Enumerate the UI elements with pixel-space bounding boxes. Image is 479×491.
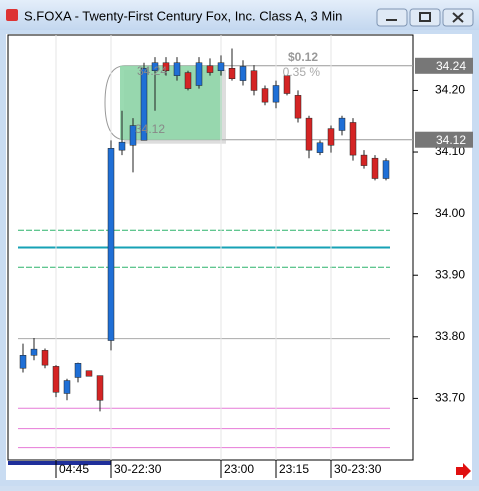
- y-tick-label: 33.80: [435, 329, 465, 343]
- scrollbar[interactable]: [8, 461, 111, 465]
- candle-body: [19, 355, 27, 369]
- maximize-button[interactable]: [409, 8, 441, 27]
- price-tag-label: 34.12: [436, 133, 466, 147]
- candle-body: [85, 370, 93, 377]
- candle-body: [217, 62, 225, 71]
- candle-body: [173, 62, 181, 76]
- candle-body: [305, 117, 313, 151]
- candle-body: [140, 68, 148, 141]
- y-tick-label: 33.70: [435, 391, 465, 405]
- maximize-icon: [419, 12, 431, 22]
- candle-body: [338, 117, 346, 131]
- measure-percent: 0.35 %: [283, 65, 321, 79]
- price-tag: [415, 131, 473, 148]
- candle-body: [195, 62, 203, 86]
- candle-body: [349, 122, 357, 156]
- price-tag-label: 34.24: [436, 59, 466, 73]
- measure-change: $0.12: [288, 50, 318, 64]
- candle-body: [206, 65, 214, 73]
- y-tick-label: 33.90: [435, 267, 465, 281]
- window-title: S.FOXA - Twenty-First Century Fox, Inc. …: [24, 8, 342, 23]
- scroll-right-arrow[interactable]: [456, 463, 471, 479]
- candle-body: [283, 75, 291, 94]
- candle-body: [96, 375, 104, 401]
- price-tag: [415, 57, 473, 74]
- candle-body: [63, 380, 71, 394]
- candle-body: [129, 125, 137, 146]
- x-tick-label: 23:15: [279, 462, 309, 476]
- candle-body: [272, 85, 280, 103]
- measure-outline: [104, 65, 413, 141]
- candle-body: [151, 62, 159, 71]
- x-tick-label: 30-23:30: [334, 462, 382, 476]
- candle-body: [228, 68, 236, 79]
- app-icon: [6, 9, 18, 21]
- x-tick-label: 23:00: [224, 462, 254, 476]
- x-tick-label: 04:45: [59, 462, 89, 476]
- candle-body: [30, 348, 38, 356]
- candle-body: [162, 62, 170, 71]
- candle-body: [294, 95, 302, 119]
- candle-body: [250, 70, 258, 91]
- candle-body: [74, 363, 82, 378]
- close-icon: [452, 12, 464, 23]
- candle-body: [371, 157, 379, 179]
- candle-body: [327, 128, 335, 146]
- measure-box: [120, 65, 222, 140]
- candle-body: [41, 350, 49, 366]
- minimize-button[interactable]: [376, 8, 408, 27]
- candle-body: [118, 141, 126, 151]
- measure-low-label: 34.12: [135, 122, 165, 136]
- candle-body: [239, 66, 247, 81]
- y-tick-label: 34.20: [435, 83, 465, 97]
- candle-body: [107, 148, 115, 341]
- measure-high-label: 34.24: [137, 64, 167, 78]
- candle-body: [360, 154, 368, 166]
- y-tick-label: 34.00: [435, 206, 465, 220]
- x-tick-label: 30-22:30: [114, 462, 162, 476]
- candle-body: [52, 366, 60, 393]
- candle-body: [184, 72, 192, 89]
- candle-body: [316, 142, 324, 153]
- candle-body: [382, 160, 390, 179]
- candle-body: [261, 88, 269, 103]
